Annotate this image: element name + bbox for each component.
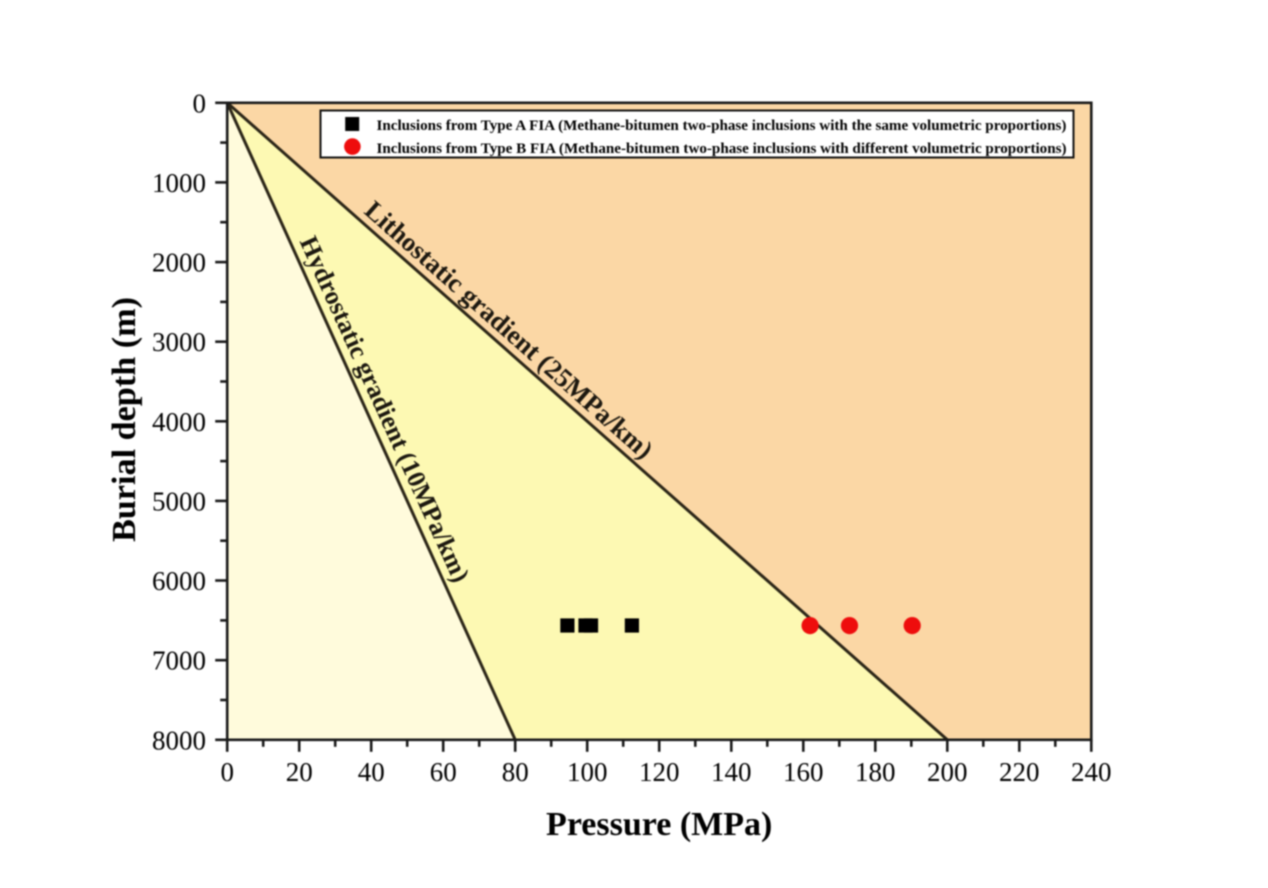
svg-text:240: 240 <box>1071 757 1112 787</box>
svg-text:40: 40 <box>358 757 385 787</box>
svg-text:200: 200 <box>927 757 968 787</box>
svg-text:180: 180 <box>855 757 896 787</box>
svg-text:80: 80 <box>502 757 529 787</box>
svg-text:2000: 2000 <box>152 248 206 278</box>
svg-text:Burial depth (m): Burial depth (m) <box>106 297 143 542</box>
svg-text:60: 60 <box>430 757 457 787</box>
svg-text:7000: 7000 <box>152 646 206 676</box>
svg-text:Inclusions from Type A FIA (Me: Inclusions from Type A FIA (Methane-bitu… <box>377 118 1067 134</box>
svg-text:140: 140 <box>711 757 752 787</box>
svg-text:20: 20 <box>286 757 313 787</box>
svg-text:0: 0 <box>193 88 207 118</box>
svg-text:3000: 3000 <box>152 327 206 357</box>
svg-text:Pressure (MPa): Pressure (MPa) <box>546 806 772 843</box>
svg-text:220: 220 <box>999 757 1040 787</box>
svg-text:1000: 1000 <box>152 168 206 198</box>
svg-text:5000: 5000 <box>152 486 206 516</box>
svg-text:160: 160 <box>783 757 824 787</box>
svg-text:100: 100 <box>567 757 608 787</box>
svg-text:0: 0 <box>220 757 234 787</box>
svg-text:8000: 8000 <box>152 725 206 755</box>
svg-text:6000: 6000 <box>152 566 206 596</box>
svg-text:Inclusions from Type B FIA (Me: Inclusions from Type B FIA (Methane-bitu… <box>377 141 1067 157</box>
svg-text:4000: 4000 <box>152 407 206 437</box>
svg-text:120: 120 <box>639 757 680 787</box>
